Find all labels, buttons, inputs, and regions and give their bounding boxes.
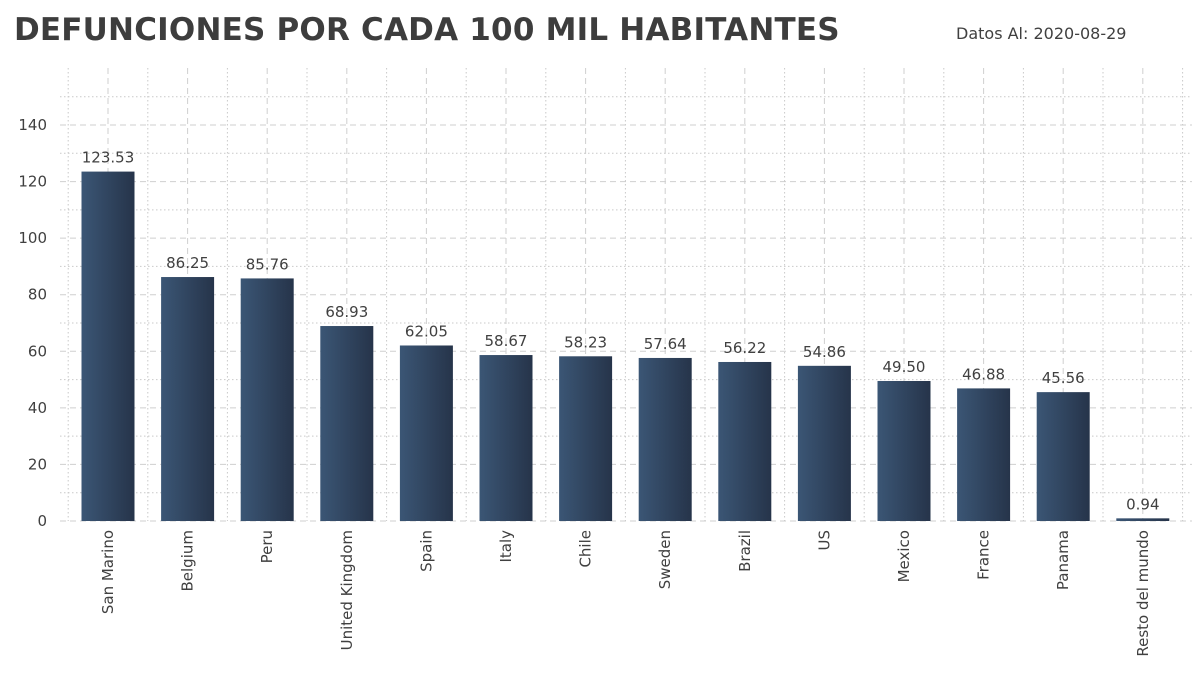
bar (479, 355, 533, 521)
data-label: 46.88 (962, 365, 1005, 383)
x-tick-label: San Marino (99, 530, 117, 614)
x-tick-label: Sweden (656, 530, 674, 589)
y-tick-label: 120 (18, 173, 47, 191)
x-tick-label: Mexico (895, 530, 913, 582)
x-tick-label: Resto del mundo (1134, 530, 1152, 657)
data-label: 49.50 (883, 358, 926, 376)
bar (559, 356, 613, 521)
y-tick-label: 20 (28, 455, 47, 473)
bar (638, 357, 692, 521)
bar (718, 361, 772, 521)
bar (1036, 392, 1090, 521)
bar (81, 171, 135, 521)
y-axis-ticks: 0 20 40 60 80 100 120 140 (18, 116, 47, 530)
x-tick-label: Peru (258, 530, 276, 563)
bar (957, 388, 1011, 521)
x-tick-label: France (975, 530, 993, 580)
bar (320, 326, 374, 521)
data-label: 0.94 (1126, 495, 1159, 513)
data-label: 58.67 (485, 332, 528, 350)
x-tick-label: US (815, 530, 833, 551)
data-label: 86.25 (166, 254, 209, 272)
x-tick-label: Chile (577, 530, 595, 568)
bar (1116, 518, 1170, 521)
chart-title: DEFUNCIONES POR CADA 100 MIL HABITANTES (14, 12, 840, 48)
data-label: 57.64 (644, 335, 687, 353)
y-tick-label: 40 (28, 399, 47, 417)
y-tick-label: 140 (18, 116, 47, 134)
data-label: 56.22 (723, 339, 766, 357)
grid-lines (60, 68, 1192, 522)
x-tick-label: United Kingdom (338, 530, 356, 650)
bars (81, 171, 1170, 521)
bar (161, 277, 215, 521)
data-label: 85.76 (246, 255, 289, 273)
y-tick-label: 80 (28, 286, 47, 304)
data-label: 45.56 (1042, 369, 1085, 387)
data-label: 68.93 (325, 303, 368, 321)
value-labels: 123.53 86.25 85.76 68.93 62.05 58.67 58.23 57.6… (82, 149, 1160, 514)
x-tick-label: Italy (497, 530, 515, 563)
data-label: 62.05 (405, 322, 448, 340)
bar (240, 278, 294, 521)
x-tick-label: Panama (1054, 530, 1072, 590)
data-label: 58.23 (564, 333, 607, 351)
bar (877, 380, 931, 521)
y-tick-label: 100 (18, 229, 47, 247)
y-tick-label: 60 (28, 342, 47, 360)
category-labels: San Marino Belgium Peru United Kingdom Spain… (99, 530, 1152, 657)
bar (797, 365, 851, 521)
y-tick-label: 0 (37, 512, 47, 530)
data-label: 54.86 (803, 343, 846, 361)
x-tick-label: Brazil (736, 530, 754, 572)
x-tick-label: Belgium (179, 530, 197, 592)
data-date-note: Datos Al: 2020-08-29 (956, 24, 1127, 43)
x-tick-label: Spain (417, 530, 435, 572)
data-label: 123.53 (82, 149, 135, 167)
bar (399, 345, 453, 521)
